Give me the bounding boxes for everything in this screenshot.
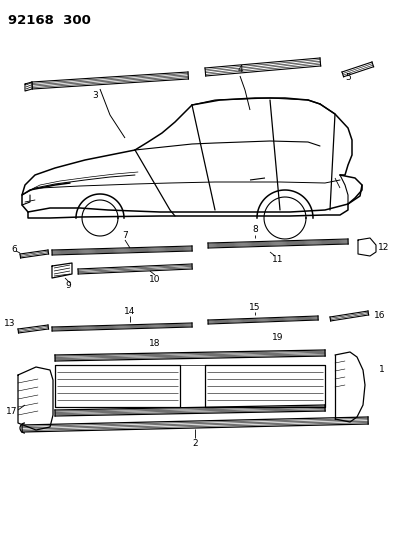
- Text: 1: 1: [379, 366, 385, 375]
- Text: 10: 10: [149, 274, 161, 284]
- Text: 14: 14: [124, 306, 136, 316]
- Text: 5: 5: [345, 74, 351, 83]
- Text: 16: 16: [374, 311, 386, 319]
- Text: 8: 8: [252, 225, 258, 235]
- Text: 11: 11: [272, 255, 284, 264]
- Text: 17: 17: [6, 408, 18, 416]
- Text: 18: 18: [149, 338, 161, 348]
- Text: 3: 3: [92, 92, 98, 101]
- Text: 9: 9: [65, 281, 71, 290]
- Text: 19: 19: [272, 333, 284, 342]
- Text: 2: 2: [192, 439, 198, 448]
- Text: 7: 7: [122, 231, 128, 240]
- Text: 6: 6: [11, 245, 17, 254]
- Text: 92168  300: 92168 300: [8, 14, 91, 27]
- Text: 12: 12: [378, 244, 390, 253]
- Text: 13: 13: [4, 319, 16, 327]
- Text: 4: 4: [237, 66, 243, 75]
- Text: 15: 15: [249, 303, 261, 311]
